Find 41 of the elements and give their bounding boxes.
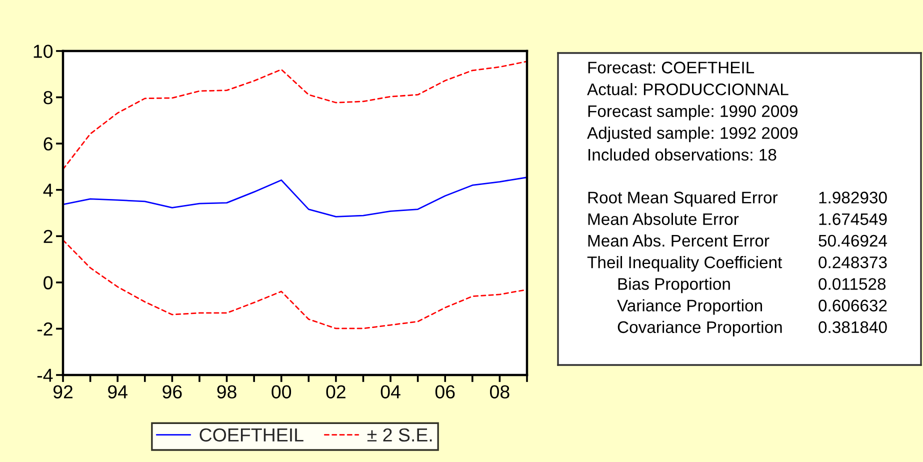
x-tick-label: 04	[380, 385, 400, 398]
text: Mean Abs. Percent Error	[588, 234, 770, 247]
line-series	[63, 176, 527, 218]
text: 0.606632	[818, 300, 887, 312]
x-tick-label: 98	[217, 385, 236, 398]
x-tick-label: 06	[435, 385, 455, 398]
text: Root Mean Squared Error	[588, 191, 778, 207]
text: Forecast sample: 1990 2009	[588, 104, 798, 120]
line-series	[63, 60, 527, 170]
text: 50.46924	[818, 234, 888, 247]
x-tick-label: 94	[108, 385, 128, 398]
text: Bias Proportion	[618, 278, 730, 294]
x-tick-label: 08	[490, 385, 510, 398]
x-tick-label: 02	[326, 385, 346, 398]
y-tick-label: 8	[44, 90, 52, 104]
text: 0.011528	[818, 278, 886, 290]
line-series	[63, 239, 527, 330]
text: 0.381840	[818, 321, 887, 334]
y-tick-label: -2	[37, 322, 52, 336]
text: Variance Proportion	[617, 299, 762, 315]
text: 0.248373	[818, 256, 887, 268]
text: Covariance Proportion	[618, 320, 782, 336]
text: Theil Inequality Coefficient	[587, 256, 782, 272]
y-tick-label: 2	[44, 230, 52, 243]
y-tick-label: 4	[43, 184, 53, 197]
x-tick-label: 00	[272, 385, 292, 398]
text: Adjusted sample: 1992 2009	[587, 126, 798, 142]
y-tick-label: 10	[34, 44, 53, 58]
y-tick-label: -4	[37, 368, 53, 382]
text: Forecast: COEFTHEIL	[588, 62, 754, 74]
text: Included observations: 18	[588, 148, 776, 161]
legend-label: COEFTHEIL	[200, 428, 304, 442]
text: Mean Absolute Error	[588, 212, 739, 226]
text: 1.982930	[819, 192, 887, 204]
text: 1.674549	[819, 213, 887, 226]
y-tick-label: 0	[44, 276, 53, 290]
legend-label: ± 2 S.E.	[367, 428, 432, 442]
x-tick-label: 96	[162, 385, 182, 398]
text: Actual: PRODUCCIONNAL	[587, 83, 788, 96]
x-tick-label: 92	[53, 385, 72, 398]
y-tick-label: 6	[44, 137, 52, 151]
